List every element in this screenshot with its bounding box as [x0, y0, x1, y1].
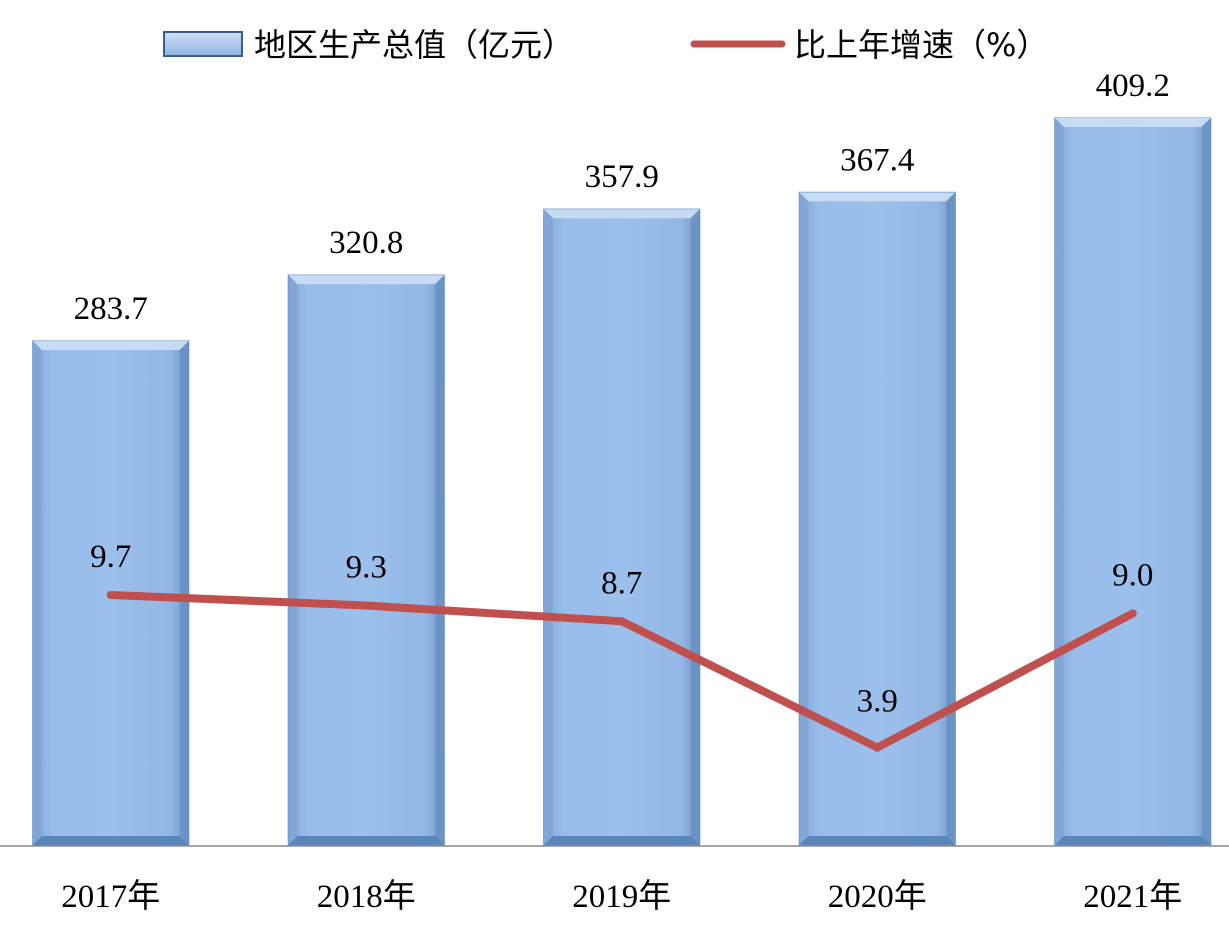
growth-value-label: 9.3: [346, 550, 387, 586]
bar-bevel-bottom: [543, 836, 700, 845]
growth-value-label: 3.9: [857, 684, 898, 720]
growth-point: [620, 620, 623, 623]
bar-value-label: 367.4: [840, 142, 914, 178]
bar-value-label: 357.9: [585, 159, 659, 195]
bar-2021年: [1054, 117, 1212, 846]
growth-value-label: 8.7: [601, 565, 642, 601]
x-axis-tick-labels: 2017年 2018年 2019年 2020年 2021年: [61, 878, 1182, 915]
bar-body: [1054, 117, 1212, 846]
bar-bevel-right: [946, 192, 956, 845]
bar-bevel-bottom: [799, 836, 956, 845]
bar-bevel-left: [799, 192, 809, 845]
bar-bevel-top: [288, 275, 445, 285]
bar-bevel-left: [288, 275, 298, 846]
growth-point: [1131, 612, 1134, 615]
legend-item-growth: 比上年增速（%）: [690, 26, 1048, 64]
x-tick-label: 2018年: [317, 878, 416, 915]
growth-point: [109, 594, 112, 596]
growth-value-label: 9.7: [90, 539, 131, 575]
bar-bevel-right: [690, 209, 700, 845]
x-tick-label: 2020年: [828, 878, 927, 915]
legend-label-gdp: 地区生产总值（亿元）: [254, 26, 574, 64]
bar-body: [287, 274, 445, 846]
bar-bevel-left: [1054, 118, 1064, 845]
bar-2017年: [32, 340, 190, 846]
bar-value-label: 409.2: [1096, 68, 1170, 104]
growth-point: [876, 746, 879, 749]
bars-layer: [32, 117, 1212, 846]
bar-2019年: [543, 208, 701, 846]
bar-body: [798, 191, 956, 846]
bar-2020年: [798, 191, 956, 846]
bar-value-label: 320.8: [329, 225, 403, 261]
bar-bevel-bottom: [1054, 836, 1211, 845]
bar-labels-layer: 283.7 320.8 357.9 367.4 409.2: [74, 68, 1170, 327]
line-layer: [106, 591, 1137, 753]
legend-label-growth: 比上年增速（%）: [794, 26, 1048, 64]
line-labels-layer: 9.7 9.3 8.7 3.9 9.0: [90, 539, 1153, 720]
bar-bevel-top: [543, 209, 700, 219]
x-tick-label: 2017年: [61, 878, 160, 915]
x-tick-label: 2019年: [572, 878, 671, 915]
bar-bevel-right: [179, 341, 189, 845]
legend-swatch-gdp: [163, 31, 243, 57]
legend-item-gdp: 地区生产总值（亿元）: [163, 26, 574, 64]
bar-bevel-left: [32, 341, 42, 845]
bar-bevel-bottom: [288, 836, 445, 845]
bar-bevel-left: [543, 209, 553, 845]
bar-bevel-bottom: [32, 836, 189, 845]
bar-body: [543, 208, 701, 846]
bar-bevel-top: [1054, 118, 1211, 128]
bar-2018年: [287, 274, 445, 846]
bar-bevel-right: [1201, 118, 1211, 845]
bar-bevel-right: [435, 275, 445, 846]
growth-value-label: 9.0: [1112, 557, 1153, 593]
legend: 地区生产总值（亿元） 比上年增速（%）: [163, 26, 1048, 64]
bar-bevel-top: [32, 341, 189, 351]
x-tick-label: 2021年: [1083, 878, 1182, 915]
bar-bevel-top: [799, 192, 956, 202]
growth-point: [365, 604, 368, 607]
bar-value-label: 283.7: [74, 291, 148, 327]
